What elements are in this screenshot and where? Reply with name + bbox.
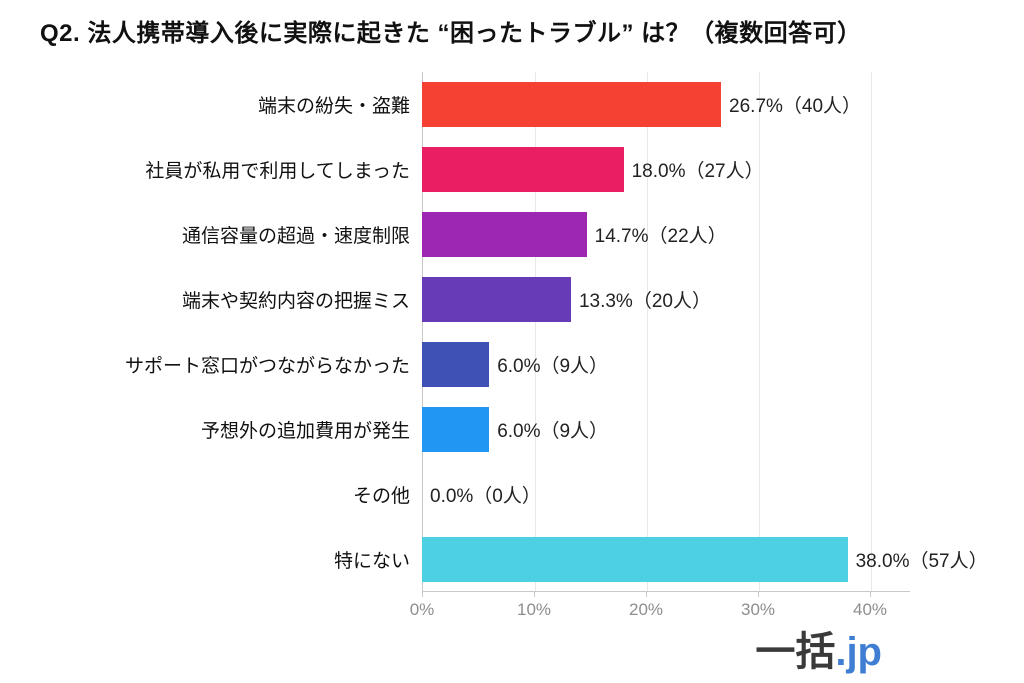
value-label: 6.0%（9人） [497,421,609,442]
tick-label: 10% [516,600,552,619]
logo-text-main: 一括 [755,630,836,674]
plot-area [422,72,910,592]
category-label: 端末の紛失・盗難 [257,96,410,117]
gridline [647,72,648,591]
bar-area: 6.0%（9人） [422,342,1000,387]
bar [422,212,587,257]
value-label: 26.7%（40人） [729,96,862,117]
gridline [871,72,872,591]
tick-label: 30% [740,600,776,619]
bar-area: 13.3%（20人） [422,277,1000,322]
tick-label: 40% [852,600,888,619]
tick-label: 0% [409,600,435,619]
value-label: 14.7%（22人） [594,226,727,247]
bar [422,277,571,322]
chart-row: その他 0.0%（0人） [40,462,1000,527]
category-label: サポート窓口がつながらなかった [124,356,410,377]
logo-text-jp: .jp [835,630,882,674]
chart-row: サポート窓口がつながらなかった 6.0%（9人） [40,332,1000,397]
tick-mark [534,592,535,597]
category-label: 端末や契約内容の把握ミス [181,291,410,312]
chart-row: 端末や契約内容の把握ミス 13.3%（20人） [40,267,1000,332]
bar-area: 0.0%（0人） [422,472,1000,517]
bar [422,82,722,127]
chart-row: 特にない 38.0%（57人） [40,527,1000,592]
chart-row: 通信容量の超過・速度制限 14.7%（22人） [40,202,1000,267]
value-label: 6.0%（9人） [497,356,609,377]
category-label: その他 [352,486,410,507]
category-label: 通信容量の超過・速度制限 [181,226,410,247]
chart-row: 予想外の追加費用が発生 6.0%（9人） [40,397,1000,462]
tick-mark [870,592,871,597]
x-axis: 0% 10% 20% 30% 40% [410,592,910,622]
bar-area: 26.7%（40人） [422,82,1000,127]
bar-area: 38.0%（57人） [422,537,1000,582]
bar-area: 14.7%（22人） [422,212,1000,257]
category-label: 社員が私用で利用してしまった [145,161,410,182]
bar [422,537,848,582]
ikkatsu-jp-logo: 一括.jp [755,628,882,676]
tick-mark [646,592,647,597]
chart-row: 社員が私用で利用してしまった 18.0%（27人） [40,137,1000,202]
value-label: 0.0%（0人） [430,486,541,507]
chart-title: Q2. 法人携帯導入後に実際に起きた “困ったトラブル” は？（複数回答可） [40,20,862,47]
bar-area: 18.0%（27人） [422,147,1000,192]
chart-rows: 端末の紛失・盗難 26.7%（40人） 社員が私用で利用してしまった 18.0%（27… [40,72,1000,592]
tick-label: 20% [628,600,664,619]
category-label: 予想外の追加費用が発生 [200,421,410,442]
survey-chart-page: Q2. 法人携帯導入後に実際に起きた “困ったトラブル” は？（複数回答可） 端… [40,20,1000,674]
value-label: 13.3%（20人） [578,291,711,312]
category-label: 特にない [333,551,410,572]
tick-mark [422,592,423,597]
bar [422,147,624,192]
bar [422,342,490,387]
horizontal-bar-chart: 端末の紛失・盗難 26.7%（40人） 社員が私用で利用してしまった 18.0%（27… [40,72,1000,622]
bar [422,407,490,452]
gridline [759,72,760,591]
tick-mark [758,592,759,597]
value-label: 18.0%（27人） [631,161,764,182]
chart-row: 端末の紛失・盗難 26.7%（40人） [40,72,1000,137]
value-label: 38.0%（57人） [855,551,988,572]
gridline [535,72,536,591]
bar-area: 6.0%（9人） [422,407,1000,452]
